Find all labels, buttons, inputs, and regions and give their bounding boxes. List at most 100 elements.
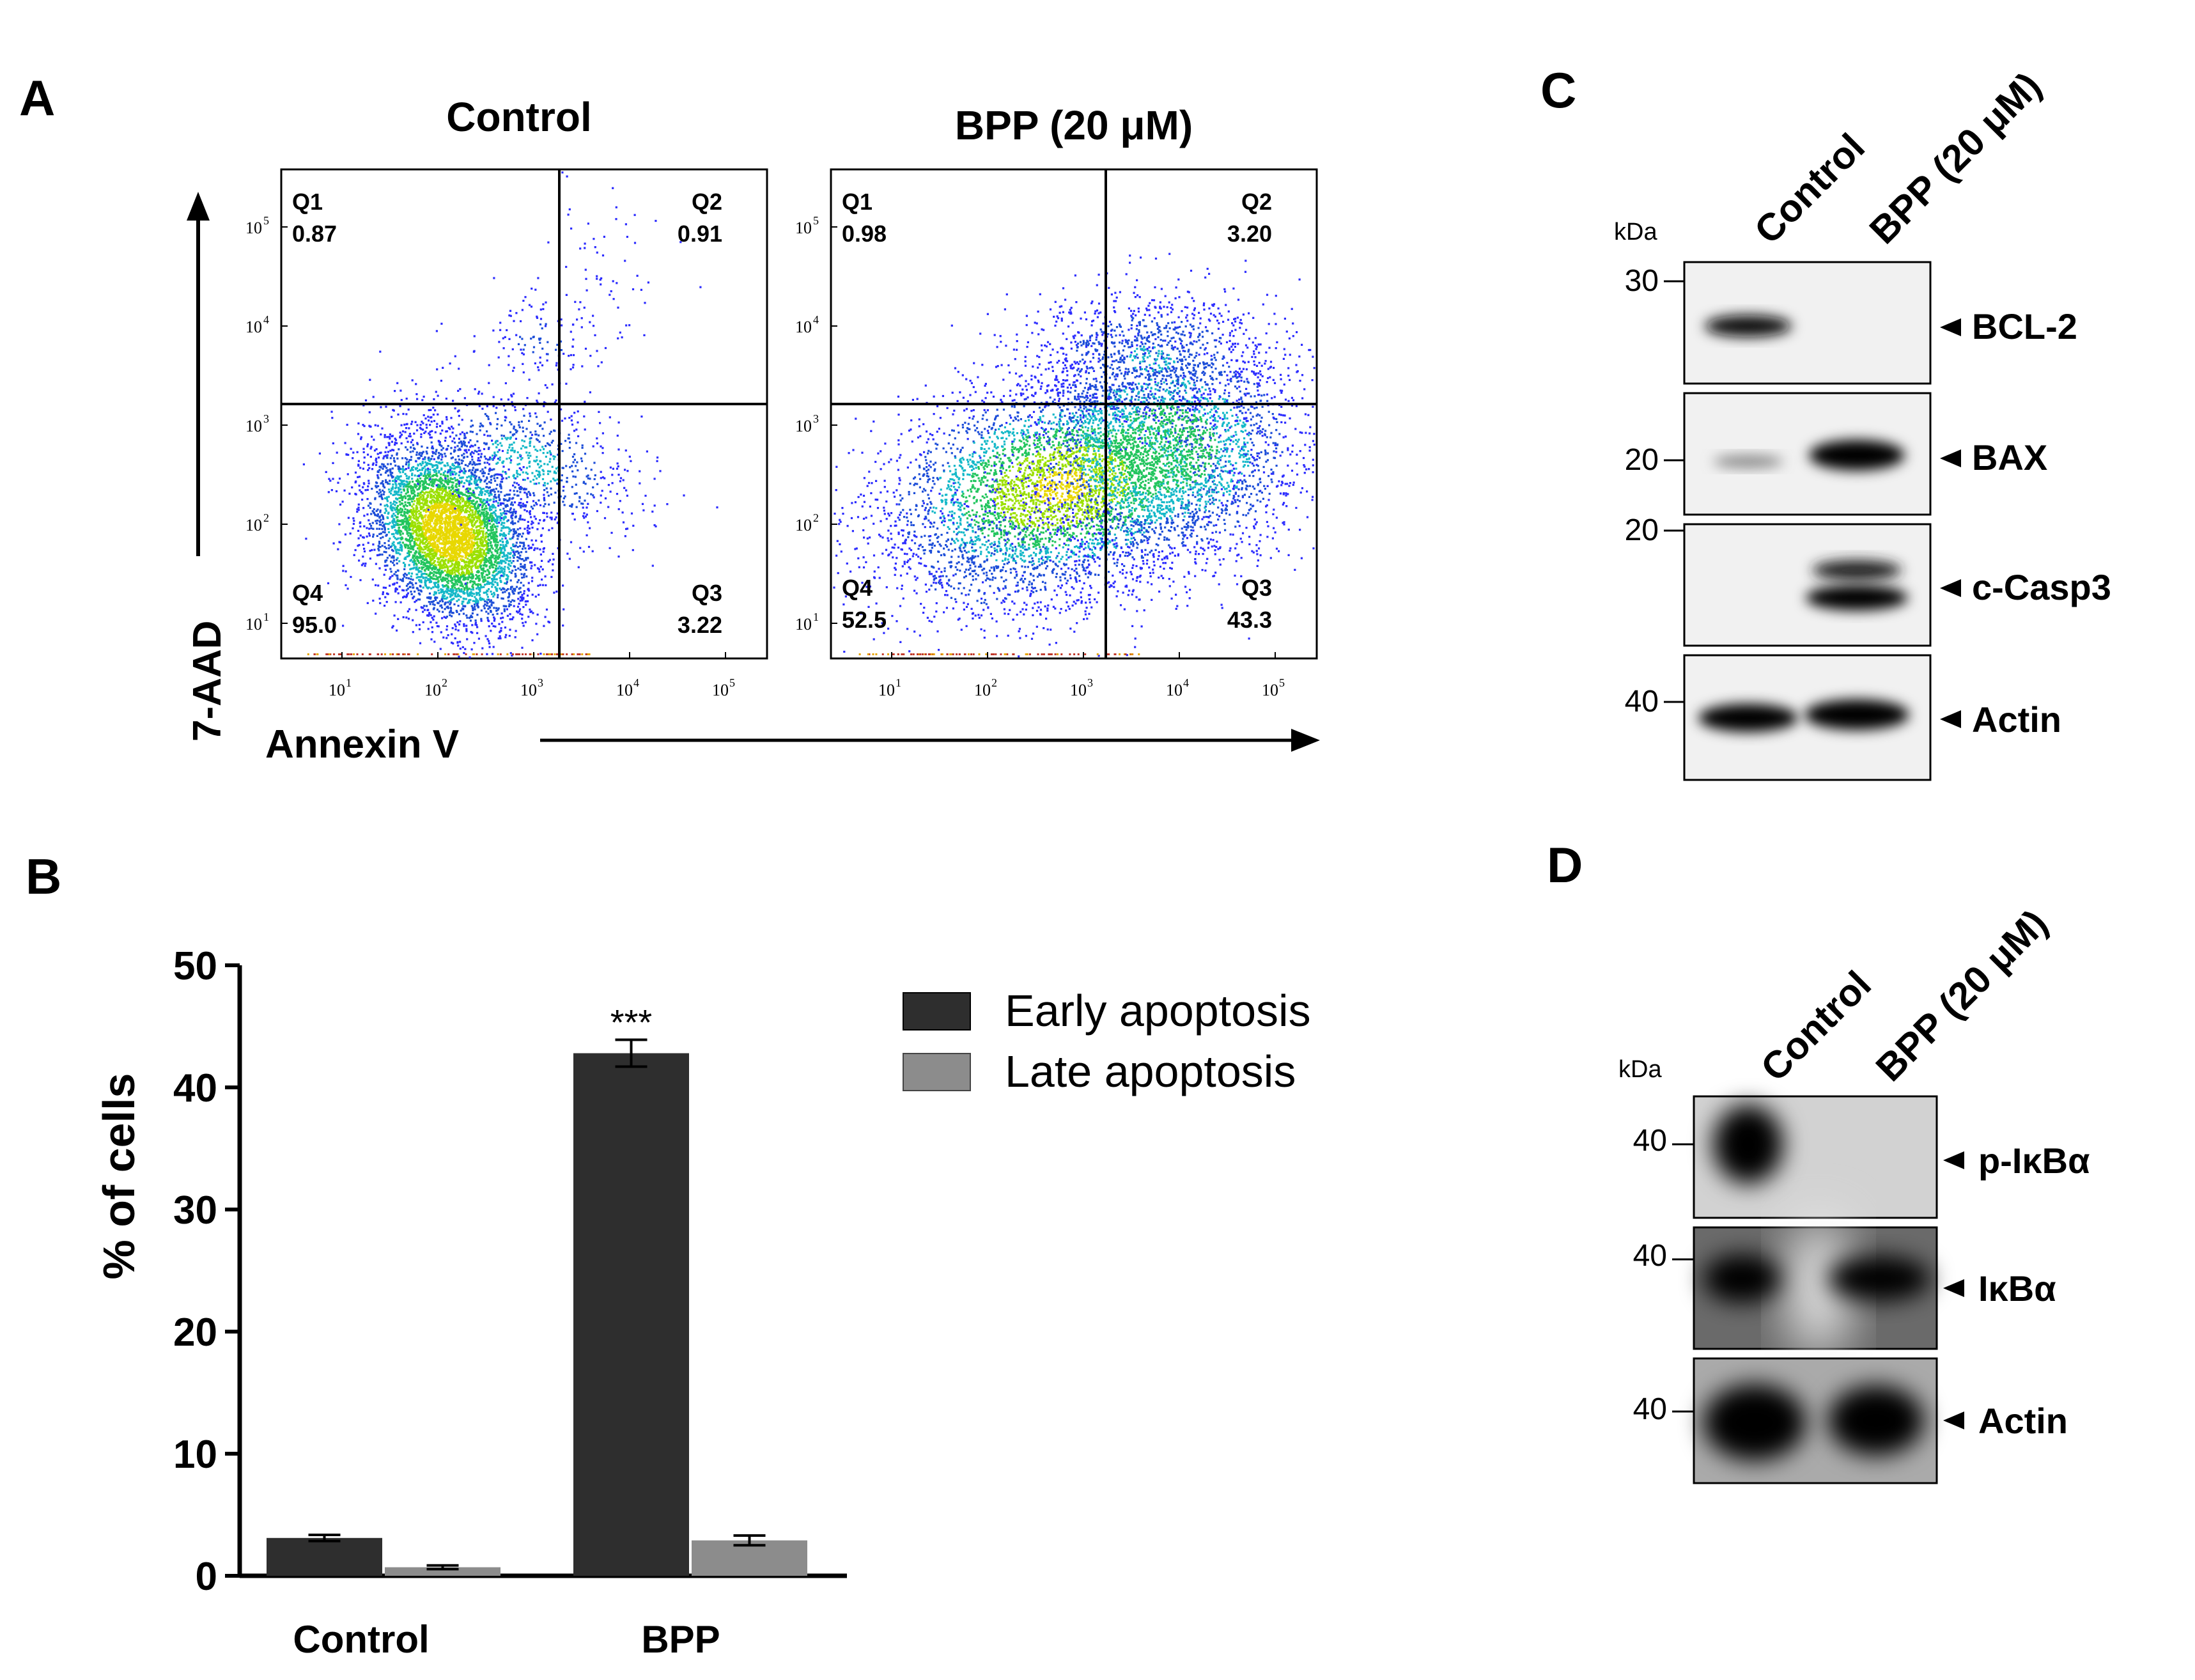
flow-dot: [423, 609, 426, 611]
flow-dot: [389, 554, 391, 557]
flow-dot: [449, 614, 451, 616]
flow-dot: [417, 517, 419, 519]
flow-dot: [343, 489, 346, 492]
flow-dot: [417, 570, 420, 572]
flow-dot: [446, 530, 449, 533]
flow-dot: [454, 586, 456, 589]
y-axis-label: 7-AAD: [185, 621, 229, 742]
flow-dot: [482, 527, 485, 529]
flow-dot: [451, 633, 453, 635]
flow-dot: [400, 442, 403, 445]
flow-dot: [437, 570, 440, 573]
flow-dot: [414, 517, 416, 520]
flow-dot: [483, 575, 486, 578]
flow-dot: [447, 589, 449, 592]
flow-dot: [486, 527, 488, 529]
flow-dot: [485, 548, 488, 550]
flow-dot: [444, 509, 446, 512]
flow-dot: [442, 591, 444, 593]
flow-dot: [504, 494, 506, 497]
flow-dot: [525, 510, 529, 513]
x-arrow-head: [1291, 729, 1320, 752]
flow-dot: [433, 603, 436, 606]
flow-dot: [500, 566, 503, 569]
flow-dot: [421, 498, 423, 501]
flow-dot: [495, 550, 498, 552]
flow-dot: [409, 586, 412, 588]
flow-dot: [444, 523, 447, 525]
flow-dot: [399, 488, 402, 491]
flow-dot: [415, 485, 418, 487]
flow-dot: [479, 590, 481, 593]
flow-dot: [486, 486, 488, 488]
flow-dot: [490, 599, 492, 602]
flow-dot: [471, 469, 474, 471]
flow-dot: [432, 485, 435, 488]
flow-dot: [495, 531, 498, 534]
flow-dot: [490, 479, 492, 481]
flow-dot: [415, 506, 418, 509]
flow-dot: [431, 626, 433, 628]
flow-dot: [524, 564, 526, 566]
flow-dot: [503, 545, 506, 548]
flow-dot: [555, 590, 558, 593]
flow-dot: [470, 444, 473, 447]
flow-dot: [447, 493, 450, 495]
flow-dot: [384, 433, 386, 437]
flow-dot: [385, 405, 387, 408]
flow-dot: [409, 559, 412, 562]
flow-dot: [448, 479, 451, 482]
flow-dot: [393, 525, 396, 528]
flow-dot: [448, 548, 451, 551]
flow-dot: [452, 526, 454, 529]
flow-dot: [419, 481, 421, 483]
flow-dot: [423, 502, 426, 504]
flow-dot: [392, 494, 394, 496]
flow-dot: [400, 424, 403, 426]
flow-dot: [435, 547, 438, 549]
flow-dot: [448, 611, 451, 614]
flow-dot: [483, 525, 486, 527]
flow-dot: [436, 491, 438, 494]
flow-dot: [385, 481, 387, 483]
flow-dot: [449, 540, 453, 543]
flow-dot: [428, 612, 431, 616]
flow-dot: [439, 444, 442, 446]
flow-dot: [498, 449, 500, 451]
flow-dot: [485, 635, 487, 637]
flow-dot: [465, 538, 468, 541]
flow-dot: [490, 544, 493, 547]
flow-dot: [484, 560, 487, 563]
flow-dot: [506, 577, 509, 580]
flow-dot: [410, 511, 414, 514]
flow-dot: [454, 573, 456, 576]
flow-dot: [491, 583, 493, 586]
flow-dot: [430, 502, 433, 505]
flow-dot: [536, 633, 539, 635]
flow-dot: [397, 537, 399, 540]
flow-dot: [378, 533, 381, 535]
flow-dot: [446, 430, 448, 433]
flow-dot: [397, 520, 399, 523]
flow-dot: [384, 522, 387, 525]
flow-dot: [446, 585, 449, 587]
flow-dot: [495, 578, 498, 580]
flow-dot: [421, 491, 424, 494]
flow-dot: [543, 494, 545, 496]
flow-dot: [513, 530, 515, 533]
flow-dot: [520, 551, 523, 554]
flow-dot: [487, 607, 490, 610]
flow-dot: [428, 612, 431, 614]
flow-dot: [451, 498, 453, 501]
flow-dot: [430, 542, 432, 545]
flow-dot: [436, 475, 438, 478]
flow-dot: [454, 595, 456, 597]
flow-dot: [506, 542, 508, 545]
flow-dot: [387, 474, 390, 477]
flow-dot: [425, 450, 428, 453]
flow-dot: [362, 556, 364, 558]
flow-dot: [490, 508, 493, 511]
flow-dot: [441, 567, 444, 570]
flow-dot: [500, 570, 503, 572]
